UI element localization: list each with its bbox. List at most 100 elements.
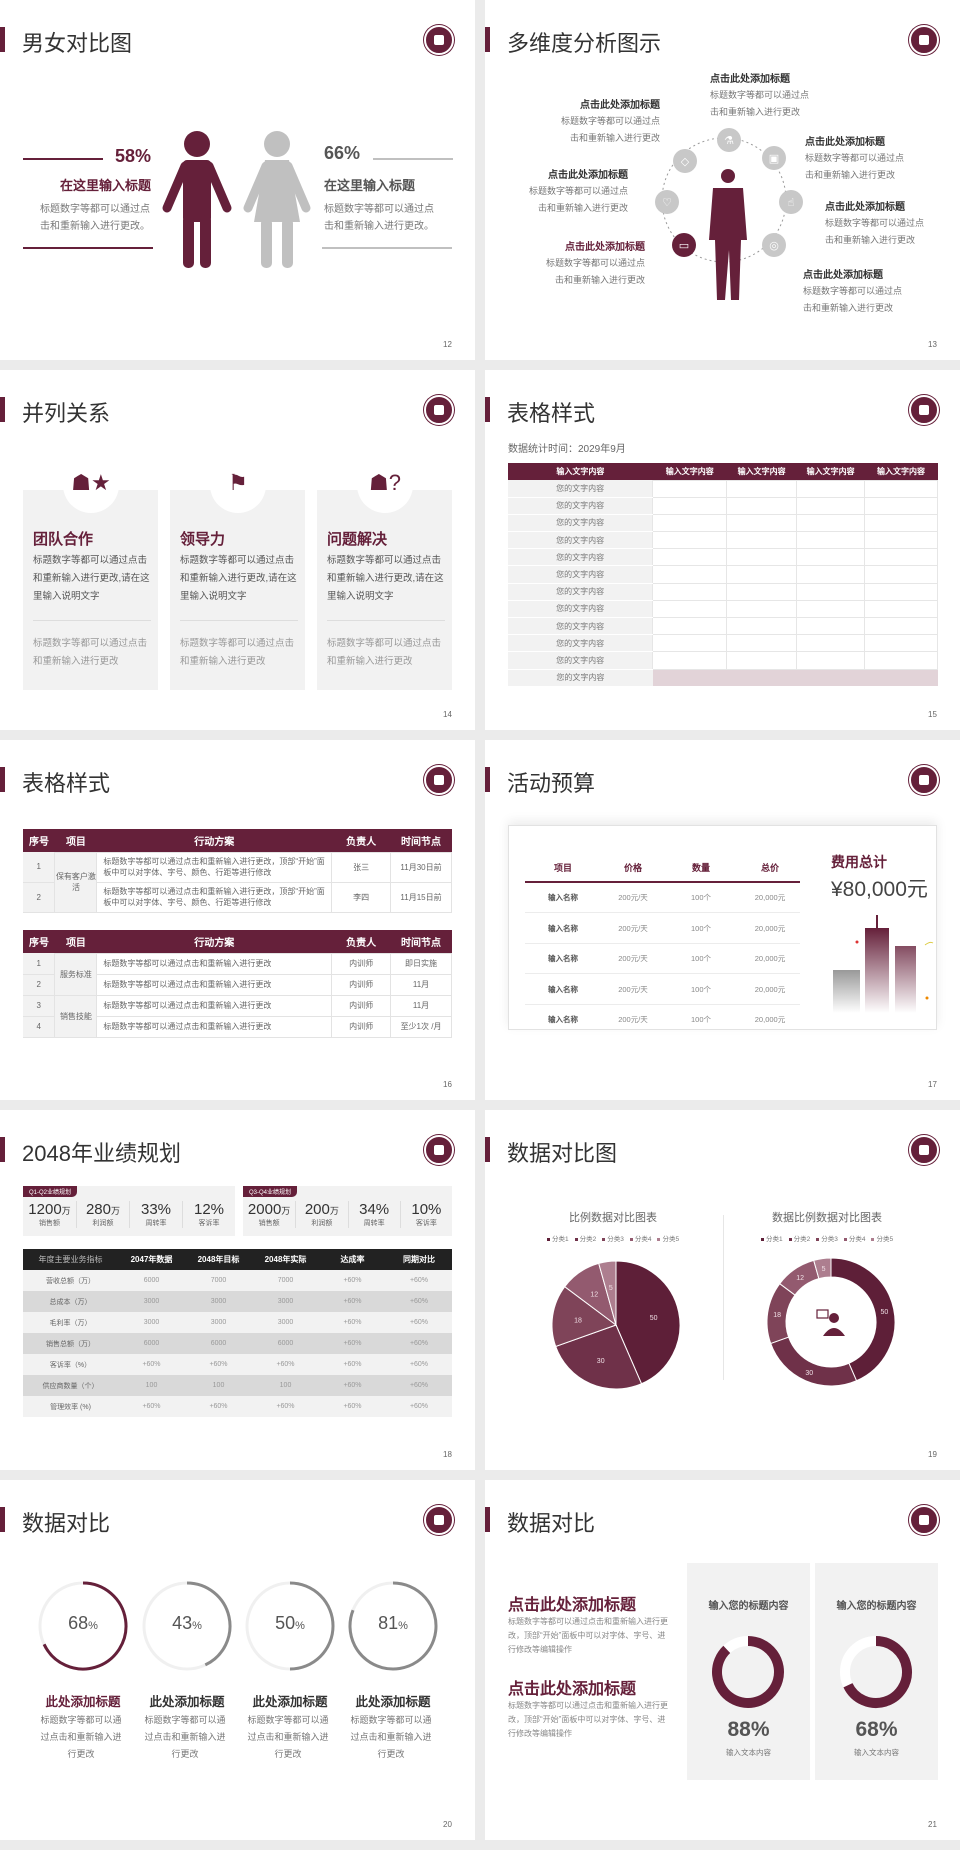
graduation-cap-icon-glyph: ▭ [679,240,689,252]
owner-cell: 内训师 [331,994,392,1017]
table-cell[interactable] [864,565,938,584]
legend-label: 分类3 [821,1236,838,1243]
page-number: 19 [928,1450,937,1459]
ring-progress [289,1581,335,1671]
table-cell[interactable] [864,616,938,636]
slide-16[interactable]: 表格样式 16 序号 项目 行动方案 负责人 时间节点 1 保有客户激活 标题数字等都可以通过… [0,740,475,1100]
summary-cell[interactable] [652,669,938,687]
row-label: 您的文字内容 [508,634,653,653]
table-cell[interactable] [726,479,798,498]
ring-heading: 此处添加标题 [355,1695,431,1709]
table-cell[interactable] [864,634,938,653]
slide-21[interactable]: 数据对比 点击此处添加标题 标题数字等都可以通过点击和重新输入进行更改，顶部“开… [485,1480,960,1840]
icon-circle [357,457,413,513]
table-cell[interactable] [652,634,728,653]
title-accent-bar [0,27,5,52]
table-row: 管理效率 (%) +60% +60% +60% +60% +60% [23,1396,452,1417]
table-cell[interactable] [796,496,866,515]
deadline-cell: 即日实施 [390,952,452,975]
ring-number: 50 [275,1613,296,1633]
table-cell[interactable] [796,582,866,601]
table-cell[interactable] [726,616,798,636]
slide-title: 表格样式 [22,771,111,796]
kpi-value: 1200万 [23,1201,76,1218]
slide-18[interactable]: 2048年业绩规划 18 Q1-Q2业绩规划 1200万 销售额 280万 利润额 33%… [0,1110,475,1470]
table-cell[interactable] [796,548,866,567]
table-cell[interactable] [652,651,728,670]
table-cell[interactable] [864,479,938,498]
table-cell[interactable] [796,634,866,653]
school-seal-icon [424,25,454,55]
table-cell[interactable] [726,599,798,619]
ring-number: 68 [68,1613,89,1633]
table-cell[interactable] [864,582,938,601]
slide-14[interactable]: 并列关系 14 团队合作 标题数字等都可以通过点击和重新输入进行更改,请在这里输入… [0,370,475,730]
column-header: 同期对比 [403,1255,435,1264]
table-cell[interactable] [726,548,798,567]
table-cell: 3000 [143,1298,160,1305]
table-cell[interactable] [726,582,798,601]
table-cell[interactable] [652,531,728,550]
table-cell[interactable] [796,599,866,619]
ring-heading: 此处添加标题 [252,1695,328,1709]
slide-17[interactable]: 活动预算 费用总计 ¥80,000元 17 项目 价格 数量 总价 输入名称 200元/天… [485,740,960,1100]
flask-icon-glyph: ⚗ [724,135,734,147]
table-row: 您的文字内容 [508,531,938,550]
table-cell[interactable] [864,651,938,670]
card-label: 输入文本内容 [854,1748,899,1757]
table-cell[interactable] [864,599,938,619]
legend-item: 分类4 [843,1236,865,1243]
table-cell[interactable] [796,513,866,533]
table-cell[interactable] [864,531,938,550]
slide-20[interactable]: 数据对比 20 68% 此处添加标题 标题数字等都可以通过点击和重新输入进行更改 43… [0,1480,475,1840]
table-cell[interactable] [652,548,728,567]
card-label: 输入文本内容 [726,1748,771,1757]
gauge-fill [843,1636,912,1708]
table-cell[interactable] [864,548,938,567]
table-cell[interactable] [726,651,798,670]
column-header: 时间节点 [401,836,442,848]
kpi-value: 2000万 [243,1201,295,1218]
graduation-cap-icon [672,233,696,257]
table-row: 1 保有客户激活 标题数字等都可以通过点击和重新输入进行更改，顶部“开始”面板中可以… [23,851,452,913]
table-cell[interactable] [864,513,938,533]
table-cell[interactable] [652,565,728,584]
table-cell[interactable] [652,616,728,636]
table-cell[interactable] [796,651,866,670]
table-cell[interactable] [864,496,938,515]
column-header: 2048年目标 [197,1255,240,1264]
table-cell[interactable] [726,634,798,653]
table-cell[interactable] [726,513,798,533]
table-cell[interactable] [652,513,728,533]
table-cell[interactable] [796,565,866,584]
table-cell[interactable] [796,531,866,550]
legend-swatch [843,1237,847,1241]
slide-19[interactable]: 数据对比图 19 比例数据对比图表 分类1 分类2 分类3 分类4 分类5 50 30 18 12… [485,1110,960,1470]
slide-13[interactable]: 多维度分析图示 ⚗ ◇ ♡ ▭ ▣ ☝ ◎ 13 点击此处添加标题 标题数字等都可以通过点击和… [485,0,960,360]
legend-item: 分类1 [546,1236,569,1243]
table-cell[interactable] [652,599,728,619]
table-cell[interactable] [726,496,798,515]
table-cell[interactable] [652,479,728,498]
block-title: 点击此处添加标题 [825,202,905,213]
owner-cell: 李四 [331,881,392,913]
table-cell[interactable] [796,616,866,636]
kpi-group: Q1-Q2业绩规划 1200万 销售额 280万 利润额 33% 周转率 12% 客诉率 [23,1186,235,1236]
male-percent: 58% [114,146,151,166]
table-cell[interactable] [726,531,798,550]
slide-12[interactable]: 男女对比图 58% 在这里输入标题 标题数字等都可以通过点击和重新输入进行更改。… [0,0,475,360]
kpi-unit: 万 [111,1206,121,1216]
table-cell[interactable] [652,582,728,601]
slide-15[interactable]: 表格样式 数据统计时间：2029年9月 15 输入文字内容 输入文字内容 输入文字内… [485,370,960,730]
title-accent-bar [0,767,5,792]
table-cell[interactable] [652,496,728,515]
table-cell[interactable] [726,565,798,584]
table-row: 您的文字内容 [508,616,938,636]
ring-number: 43 [172,1613,193,1633]
legend-item: 分类3 [816,1236,838,1243]
column-header: 输入文字内容 [877,466,926,476]
pie-slice [615,1260,681,1385]
flask-icon [717,128,741,152]
table-cell[interactable] [796,479,866,498]
male-icon [162,131,232,268]
